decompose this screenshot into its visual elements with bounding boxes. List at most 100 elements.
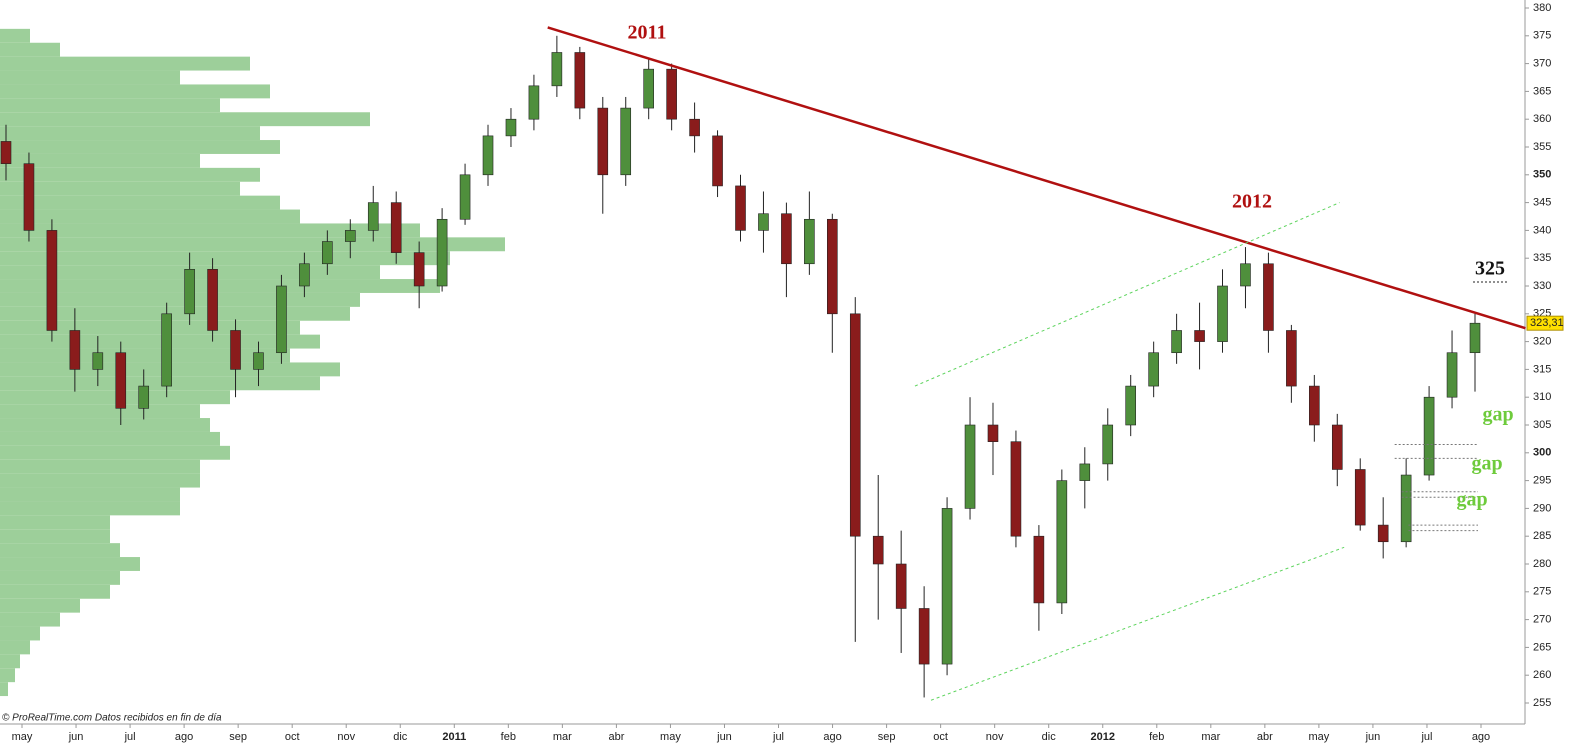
candle-body [1400,474,1412,543]
candle-body [230,330,241,370]
y-tick-label: 360 [1533,113,1551,125]
volume-profile-bar [0,279,440,293]
candle-body [184,269,195,315]
candle-body [918,608,930,665]
y-tick-label: 315 [1533,363,1551,375]
annotation: gap [1471,453,1502,475]
y-tick-label: 260 [1533,669,1551,681]
candle-body [895,563,907,609]
volume-profile-bar [0,320,300,335]
candle-body [574,52,586,109]
x-tick-label: may [660,731,681,743]
x-tick-label: 2011 [442,731,466,743]
y-tick-label: 280 [1533,558,1551,570]
x-tick-label: jul [1420,731,1432,743]
y-tick-label: 295 [1533,475,1551,487]
y-tick-label: 305 [1533,419,1551,431]
volume-profile-bar [0,98,220,113]
x-tick-label: oct [285,731,300,743]
candle-body [1469,322,1481,354]
candle-body [367,202,379,231]
candle-body [459,174,471,220]
candle-body [1102,424,1114,465]
y-tick-label: 330 [1533,280,1551,292]
candle-body [253,352,264,370]
volume-profile-bar [0,640,30,655]
volume-profile-bar [0,598,80,613]
candle-body [1125,385,1137,426]
candle-body [643,68,654,109]
candle-body [712,135,723,187]
x-tick-label: sep [229,731,247,743]
y-tick-label: 310 [1533,391,1551,403]
x-tick-label: mar [553,731,572,743]
y-tick-label: 370 [1533,58,1551,70]
candle-body [505,118,517,137]
volume-profile-bar [0,56,250,71]
candle-body [69,330,81,370]
y-tick-label: 345 [1533,197,1551,209]
volume-profile-bar [0,181,240,196]
y-tick-label: 365 [1533,85,1551,97]
x-tick-label: feb [501,731,516,743]
candle-body [161,313,172,387]
x-tick-label: oct [933,731,948,743]
y-tick-label: 290 [1533,502,1551,514]
candle-body [827,218,838,315]
x-tick-label: mar [1201,731,1220,743]
volume-profile-bar [0,557,140,571]
y-tick-label: 340 [1533,224,1551,236]
last-value-box [1526,315,1564,331]
x-tick-label: dic [393,731,408,743]
volume-profile-bar [0,501,180,516]
x-tick-label: jun [68,731,84,743]
volume-profile-bar [0,626,40,641]
candle-body [482,135,494,176]
volume-profile-bar [0,292,360,307]
volume-profile-bar [0,654,20,669]
candle-body [46,230,58,331]
volume-profile-bar [0,445,230,460]
x-tick-label: may [1308,731,1329,743]
trend-line [547,26,1526,330]
y-tick-label: 335 [1533,252,1551,264]
last-value-label: 323,31 [1530,317,1564,329]
y-tick-label: 285 [1533,530,1551,542]
candle-body [1079,463,1091,481]
volume-profile-bar [0,334,320,349]
candle-body [1010,441,1022,537]
volume-profile-bar [0,84,270,99]
candle-body [1217,285,1228,342]
candle-body [666,68,677,120]
x-tick-label: abr [1257,731,1273,743]
annotation: 325 [1475,258,1505,280]
y-tick-label: 375 [1533,30,1551,42]
volume-profile-bar [0,459,200,474]
candle-body [1331,424,1343,470]
volume-profile-bar [0,223,420,238]
x-tick-label: ago [823,731,841,743]
y-tick-label: 350 [1533,169,1551,181]
candle-body [1056,480,1068,604]
x-tick-label: may [12,731,33,743]
candle-body [1194,330,1205,342]
y-tick-label: 270 [1533,614,1551,626]
volume-profile-bar [0,376,320,391]
volume-profile-bar [0,515,110,530]
footer: © ProRealTime.com Datos recibidos en fin… [2,713,222,724]
candle-body [390,202,402,253]
volume-profile-bar [0,112,370,127]
candle-body [551,52,563,87]
x-tick-label: dic [1042,731,1057,743]
candle-body [1171,330,1182,354]
candle-body [689,118,700,137]
volume-profile-bar [0,195,280,210]
x-tick-label: 2012 [1090,731,1114,743]
candle-body [597,107,609,176]
candle-body [620,107,632,176]
volume-profile-bar [0,487,180,502]
candle-body [92,352,104,370]
candle-body [804,218,815,265]
trend-line [930,546,1345,701]
